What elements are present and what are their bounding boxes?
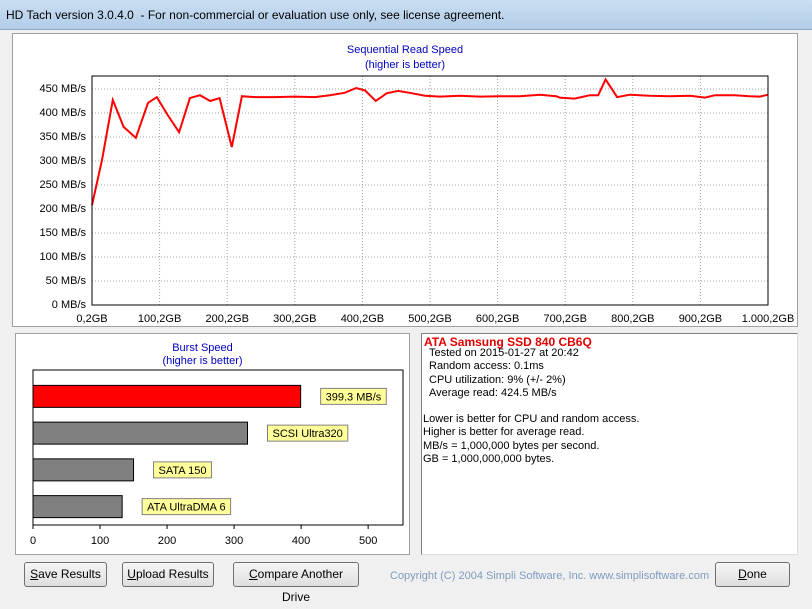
y-tick-label: 50 MB/s [46, 275, 87, 287]
bar [32, 458, 135, 482]
y-tick-label: 350 MB/s [40, 131, 87, 143]
title-bar: HD Tach version 3.0.4.0 - For non-commer… [0, 0, 812, 30]
y-tick-label: 450 MB/s [40, 83, 87, 95]
bar-label: SCSI Ultra320 [272, 428, 342, 440]
y-tick-label: 150 MB/s [40, 227, 87, 239]
save-button[interactable]: Save Results [24, 562, 107, 587]
x-tick-label: 300 [225, 535, 243, 547]
info-note: GB = 1,000,000,000 bytes. [423, 452, 555, 465]
data-line [91, 77, 769, 206]
info-line: Random access: 0.1ms [429, 360, 544, 373]
x-tick-label: 0,2GB [76, 313, 107, 325]
x-tick-label: 400,2GB [341, 313, 384, 325]
plot-border [91, 75, 769, 306]
x-tick-label: 700,2GB [543, 313, 586, 325]
compare-button[interactable]: Compare Another Drive [233, 562, 359, 604]
info-note: Higher is better for average read. [423, 426, 585, 439]
chart-subtitle: (higher is better) [365, 59, 445, 71]
y-tick-label: 250 MB/s [40, 179, 87, 191]
y-tick-label: 300 MB/s [40, 155, 87, 167]
x-tick-label: 500 [359, 535, 377, 547]
upload-button[interactable]: Upload Results [122, 562, 214, 587]
x-tick-label: 200 [158, 535, 176, 547]
x-tick-label: 100,2GB [138, 313, 181, 325]
chart-subtitle: (higher is better) [162, 355, 242, 367]
bar-label: SATA 150 [159, 465, 207, 477]
bar-label-box [153, 461, 212, 479]
y-tick-label: 100 MB/s [40, 251, 87, 263]
x-tick-label: 300,2GB [273, 313, 316, 325]
x-tick-label: 400 [292, 535, 310, 547]
x-tick-label: 900,2GB [679, 313, 722, 325]
y-tick-label: 0 MB/s [52, 299, 87, 311]
bar [32, 384, 302, 408]
x-tick-label: 500,2GB [408, 313, 451, 325]
copyright: Copyright (C) 2004 Simpli Software, Inc.… [390, 570, 710, 582]
bar-label: 399.3 MB/s [326, 391, 382, 403]
window-title: HD Tach version 3.0.4.0 - For non-commer… [6, 8, 505, 22]
chart-title: Sequential Read Speed [347, 44, 463, 56]
y-tick-label: 200 MB/s [40, 203, 87, 215]
read-chart: Sequential Read Speed (higher is better) 0… [40, 44, 795, 325]
drive-name: ATA Samsung SSD 840 CB6Q [424, 335, 592, 349]
info-note: Lower is better for CPU and random acces… [423, 413, 640, 425]
x-tick-label: 100 [91, 535, 109, 547]
y-tick-label: 400 MB/s [40, 107, 87, 119]
bar-label-box [266, 424, 349, 442]
bar [32, 495, 123, 519]
info-note: MB/s = 1,000,000 bytes per second. [423, 439, 600, 452]
bar-label-box [141, 498, 232, 516]
x-tick-label: 800,2GB [611, 313, 654, 325]
chart-title: Burst Speed [172, 342, 233, 354]
x-tick-label: 200,2GB [205, 313, 248, 325]
bar-label: ATA UltraDMA 6 [147, 502, 225, 514]
x-tick-label: 0 [30, 535, 36, 547]
info-line: CPU utilization: 9% (+/- 2%) [429, 373, 566, 386]
bar [32, 421, 248, 445]
bar-label-box [320, 387, 387, 405]
info-line: Tested on 2015-01-27 at 20:42 [429, 347, 579, 359]
x-tick-label: 600,2GB [476, 313, 519, 325]
info-line: Average read: 424.5 MB/s [429, 386, 557, 399]
done-button[interactable]: Done [715, 562, 790, 587]
x-tick-label: 1.000,2GB [742, 313, 795, 325]
info-panel: ATA Samsung SSD 840 CB6Q Tested on 2015-… [421, 333, 798, 555]
burst-chart: Burst Speed(higher is better) 0 100 200 300 4… [30, 342, 404, 547]
